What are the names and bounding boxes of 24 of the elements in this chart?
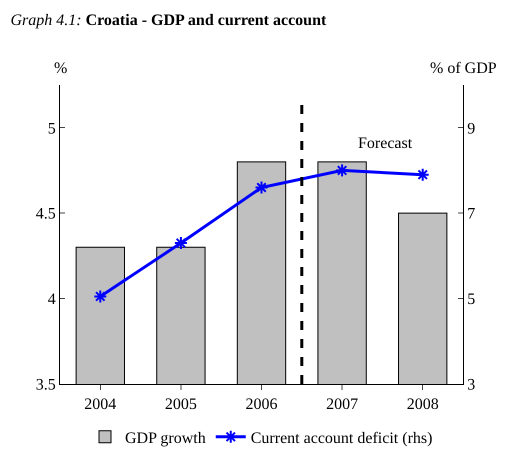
x-tick-label: 2005: [164, 396, 197, 414]
x-tick-label: 2008: [406, 396, 439, 414]
legend-label: Current account deficit (rhs): [250, 430, 432, 448]
point: [416, 168, 430, 182]
y-tick-label: 5: [48, 120, 56, 138]
point: [335, 163, 350, 178]
y-tick-label: 4: [48, 291, 56, 308]
y-tick-label: 3.5: [36, 376, 56, 394]
annotation: Forecast: [358, 135, 413, 152]
x-tick-label: 2006: [246, 396, 278, 414]
x-tick-label: 2004: [84, 396, 116, 414]
point: [93, 289, 108, 304]
chart-title: Graph 4.1: Croatia - GDP and current account: [10, 12, 327, 30]
point: [174, 236, 188, 250]
y2-tick-label: 3: [467, 376, 476, 394]
y2-tick-label: 9: [467, 120, 476, 138]
legend-label: GDP growth: [125, 430, 206, 448]
y2-tick-label: 5: [467, 291, 476, 308]
y2-tick-label: 7: [467, 206, 476, 223]
x-tick-label: 2007: [326, 396, 358, 414]
y-tick-label: 4.5: [36, 206, 56, 223]
y-axis-title: %: [54, 60, 68, 77]
point: [254, 180, 268, 195]
y2-axis-title: % of GDP: [430, 60, 497, 77]
